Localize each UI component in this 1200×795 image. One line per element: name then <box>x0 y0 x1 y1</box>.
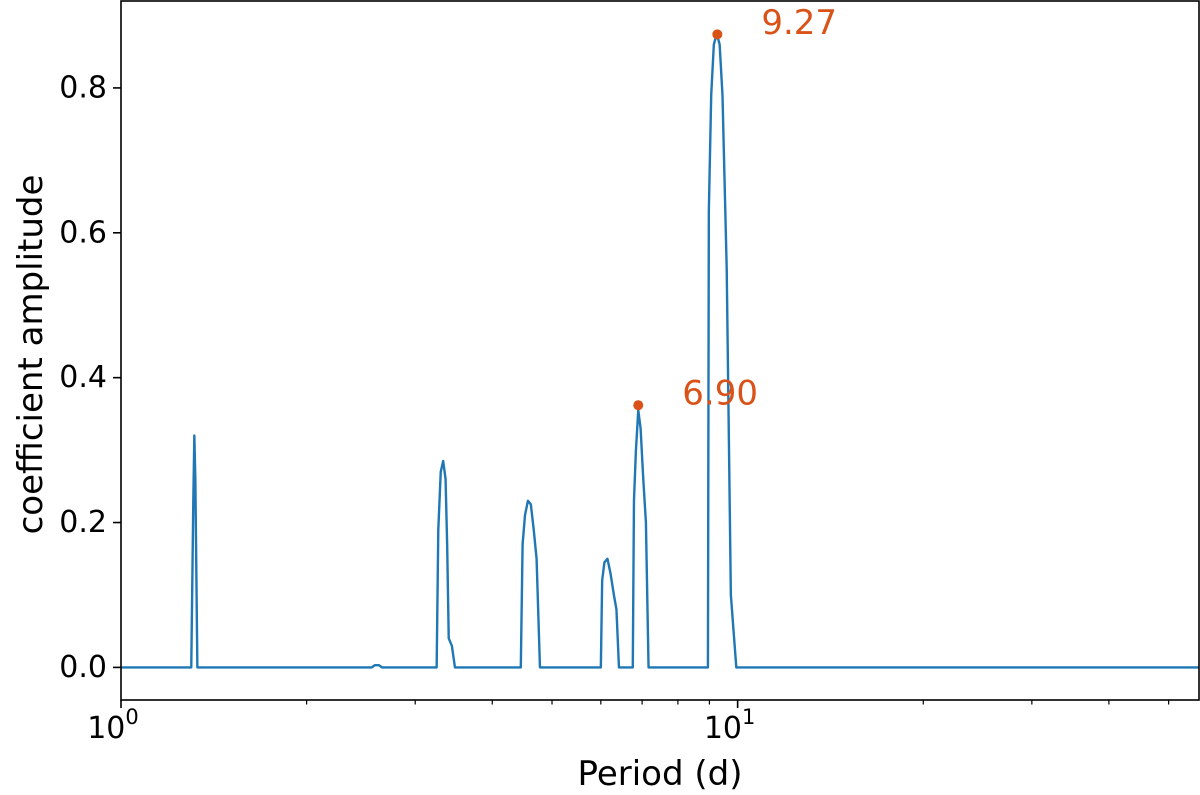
x-tick-label: 101 <box>704 705 756 746</box>
series-line-0 <box>121 32 1199 669</box>
peak-markers: 6.90 9.27 <box>633 3 837 414</box>
y-tick-label: 0.6 <box>59 215 107 250</box>
y-tick-label: 0.2 <box>59 505 107 540</box>
x-axis-ticks: 100 101 <box>87 700 1170 746</box>
plot-frame <box>120 0 1200 701</box>
y-tick-label: 0.0 <box>59 650 107 685</box>
y-tick-label: 0.8 <box>59 70 107 105</box>
y-tick-label: 0.4 <box>59 360 107 395</box>
peak-marker <box>633 400 644 411</box>
series-layer <box>121 32 1199 669</box>
peak-annotation: 6.90 <box>682 374 758 414</box>
y-axis-ticks: 0.0 0.2 0.4 0.6 0.8 <box>59 70 121 685</box>
peak-annotation: 9.27 <box>761 3 837 43</box>
peak-marker <box>712 29 723 40</box>
x-axis-title: Period (d) <box>578 754 743 794</box>
y-axis-title: coefficient amplitude <box>11 175 51 535</box>
x-tick-label: 100 <box>87 705 139 746</box>
